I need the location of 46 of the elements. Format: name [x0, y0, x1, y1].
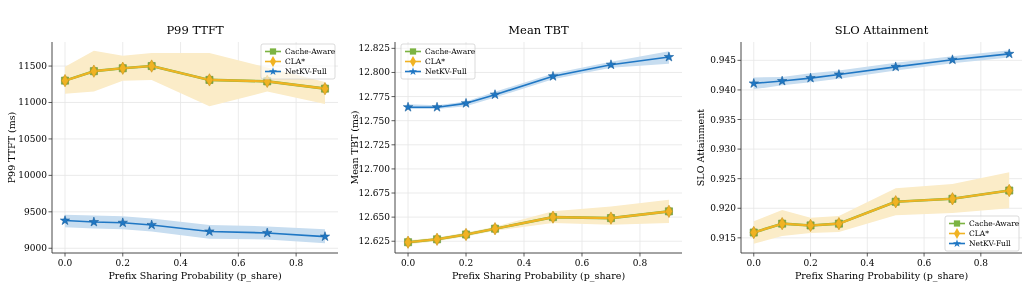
- x-tick-label: 0.0: [746, 258, 762, 268]
- y-tick-label: 12.800: [358, 67, 391, 78]
- y-tick-label: 9000: [24, 243, 48, 254]
- x-tick-label: 0.4: [173, 258, 188, 268]
- x-tick-label: 0.6: [231, 258, 246, 268]
- chart-title: Mean TBT: [508, 23, 569, 37]
- y-tick-label: 12.625: [358, 236, 391, 247]
- x-tick-label: 0.2: [803, 258, 818, 268]
- chart-title: P99 TTFT: [166, 23, 224, 37]
- y-tick-label: 0.945: [710, 55, 737, 66]
- y-tick-label: 0.920: [710, 203, 737, 214]
- y-tick-label: 12.700: [358, 163, 391, 174]
- y-axis-title: SLO Attainment: [695, 108, 706, 187]
- x-tick-label: 0.2: [115, 258, 130, 268]
- y-tick-label: 11500: [18, 61, 48, 72]
- x-tick-label: 0.4: [860, 258, 875, 268]
- chart-title: SLO Attainment: [834, 23, 929, 37]
- x-axis-title: Prefix Sharing Probability (p_share): [451, 270, 626, 282]
- y-tick-label: 9500: [24, 206, 48, 217]
- y-tick-label: 0.925: [710, 173, 737, 184]
- x-tick-label: 0.2: [458, 258, 474, 268]
- y-tick-label: 12.725: [358, 139, 391, 150]
- y-axis-title: Mean TBT (ms): [349, 110, 360, 185]
- y-tick-label: 10000: [18, 170, 48, 181]
- x-tick-label: 0.0: [57, 258, 73, 268]
- y-tick-label: 0.935: [710, 114, 737, 125]
- y-tick-label: 10500: [18, 133, 48, 144]
- y-tick-label: 12.675: [358, 188, 391, 199]
- x-tick-label: 0.8: [288, 258, 304, 268]
- x-tick-label: 0.6: [574, 258, 590, 268]
- y-axis-title: P99 TTFT (ms): [6, 111, 17, 184]
- y-tick-label: 0.915: [710, 232, 737, 243]
- y-tick-label: 0.940: [710, 84, 737, 95]
- x-tick-label: 0.8: [973, 258, 989, 268]
- x-tick-label: 0.8: [632, 258, 648, 268]
- x-axis-title: Prefix Sharing Probability (p_share): [794, 270, 969, 282]
- y-tick-label: 12.650: [358, 212, 391, 223]
- y-tick-label: 12.775: [358, 91, 391, 102]
- x-tick-label: 0.6: [916, 258, 932, 268]
- y-tick-label: 11000: [18, 97, 48, 108]
- y-tick-label: 12.825: [358, 43, 391, 54]
- y-tick-label: 0.930: [710, 144, 737, 155]
- y-tick-label: 12.750: [358, 115, 391, 126]
- x-axis-title: Prefix Sharing Probability (p_share): [108, 270, 282, 282]
- x-tick-label: 0.4: [516, 258, 532, 268]
- x-tick-label: 0.0: [400, 258, 416, 268]
